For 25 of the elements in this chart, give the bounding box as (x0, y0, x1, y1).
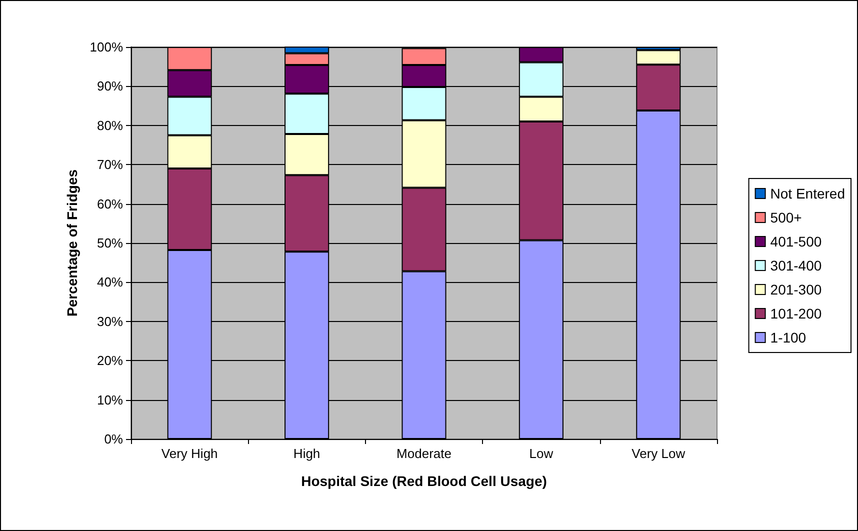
y-tick-label: 40% (96, 274, 124, 290)
y-tick-label: 60% (96, 196, 124, 212)
y-tick-label: 10% (96, 392, 124, 408)
y-tick-label: 0% (104, 432, 124, 446)
legend-label: 401-500 (770, 234, 822, 250)
y-tick-label: 30% (96, 314, 124, 329)
y-tick-label: 70% (96, 157, 124, 172)
legend-label: 1-100 (770, 330, 806, 346)
x-tick-label: Moderate (396, 446, 452, 461)
legend-label: 500+ (770, 210, 802, 226)
x-tick-label: High (293, 446, 320, 461)
y-tick-label: 80% (96, 118, 124, 133)
legend-label: 201-300 (770, 282, 822, 298)
legend-label: Not Entered (770, 186, 846, 202)
x-tick-label: Low (529, 446, 554, 461)
x-tick-label: Very Low (632, 446, 686, 461)
y-tick-label: 20% (96, 353, 124, 368)
legend-label: 101-200 (770, 306, 822, 322)
legend-label: 301-400 (770, 258, 822, 274)
y-tick-label: 90% (96, 78, 124, 94)
y-tick-label: 100% (90, 40, 124, 54)
y-axis-title: Percentage of Fridges (64, 169, 80, 317)
y-tick-label: 50% (96, 236, 124, 250)
x-tick-label: Very High (161, 446, 218, 461)
x-axis-title: Hospital Size (Red Blood Cell Usage) (301, 473, 547, 489)
